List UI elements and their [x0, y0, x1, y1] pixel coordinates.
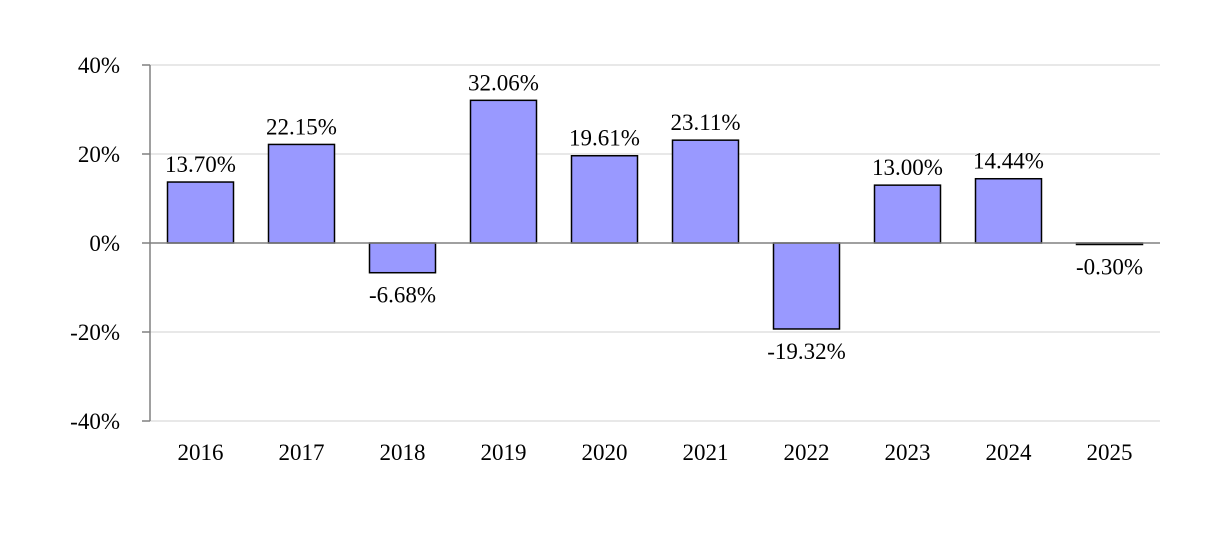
x-tick-label: 2018: [380, 440, 426, 465]
data-label: 32.06%: [468, 70, 539, 95]
data-label: 13.00%: [872, 155, 943, 180]
bar-2021: [671, 139, 740, 244]
data-label: 23.11%: [670, 110, 740, 135]
x-tick-label: 2021: [683, 440, 729, 465]
bar-2017: [267, 143, 336, 244]
y-tick-label: 40%: [78, 53, 120, 78]
x-tick-label: 2025: [1087, 440, 1133, 465]
x-tick-label: 2017: [279, 440, 325, 465]
data-label: 14.44%: [973, 149, 1044, 174]
data-label: 13.70%: [165, 152, 236, 177]
labels: 40% 20% 0% -20% -40% 13.70% 2016 22.15% 2017 -6.6…: [70, 53, 1143, 465]
axes: [142, 64, 1160, 422]
x-tick-label: 2024: [986, 440, 1033, 465]
x-tick-label: 2022: [784, 440, 830, 465]
x-tick-label: 2019: [481, 440, 527, 465]
bar-2018: [368, 242, 437, 274]
y-tick-label: 20%: [78, 142, 120, 167]
bar-2020: [570, 154, 639, 244]
x-tick-label: 2016: [178, 440, 224, 465]
data-label: 19.61%: [569, 126, 640, 151]
bar-2019: [469, 99, 538, 244]
data-label: -0.30%: [1076, 254, 1143, 279]
data-label: -19.32%: [767, 339, 846, 364]
x-tick-label: 2020: [582, 440, 628, 465]
data-label: -6.68%: [369, 283, 436, 308]
y-tick-label: -40%: [70, 409, 120, 434]
data-label: 22.15%: [266, 114, 337, 139]
y-tick-label: 0%: [89, 231, 120, 256]
bar-2016: [166, 181, 235, 244]
bar-2023: [873, 184, 942, 244]
bar-2022: [772, 242, 841, 330]
y-tick-label: -20%: [70, 320, 120, 345]
x-tick-label: 2023: [885, 440, 931, 465]
bar-2024: [974, 177, 1043, 244]
